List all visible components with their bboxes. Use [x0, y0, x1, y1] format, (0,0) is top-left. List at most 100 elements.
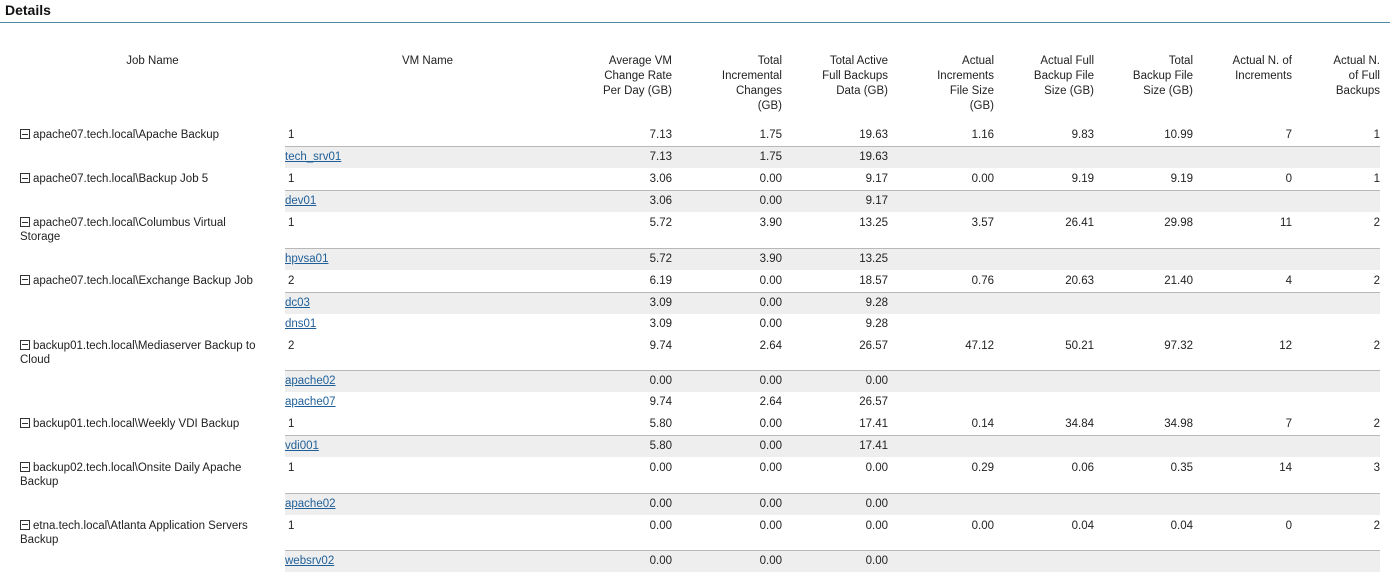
- vm-cell: apache07: [285, 392, 570, 413]
- vm-link[interactable]: apache02: [285, 497, 336, 510]
- job-value: 2: [1292, 212, 1380, 249]
- vm-link[interactable]: dns01: [285, 317, 317, 330]
- job-value: 3: [1292, 457, 1380, 494]
- collapse-icon[interactable]: [20, 339, 30, 350]
- vm-value: 9.28: [865, 317, 888, 330]
- vm-empty: [1193, 392, 1292, 413]
- column-header-text: Total Active Full Backups Data (GB): [822, 55, 888, 97]
- vm-row: vdi001 5.80 0.00 17.41: [0, 435, 1380, 457]
- job-value: 0.00: [888, 168, 994, 191]
- vm-value: 9.28: [782, 292, 888, 314]
- vm-link[interactable]: hpvsa01: [285, 252, 329, 265]
- vm-link[interactable]: dc03: [285, 296, 310, 309]
- vm-empty: [1193, 493, 1292, 515]
- column-header: Actual Full Backup File Size (GB): [994, 46, 1094, 124]
- vm-value: 0.00: [672, 370, 782, 392]
- vm-spacer: [0, 314, 285, 335]
- vm-empty: [1193, 248, 1292, 270]
- vm-value: 2.64: [759, 396, 782, 408]
- job-value: 50.21: [994, 334, 1094, 371]
- collapse-icon[interactable]: [20, 519, 30, 530]
- job-name: apache07.tech.local\Backup Job 5: [33, 173, 209, 185]
- vm-empty: [1193, 435, 1292, 457]
- collapse-icon[interactable]: [20, 462, 30, 472]
- job-value: 12: [1193, 334, 1292, 371]
- collapse-icon[interactable]: [20, 129, 30, 139]
- vm-empty: [1193, 314, 1292, 335]
- vm-value: 3.09: [570, 292, 672, 314]
- vm-empty: [1193, 370, 1292, 392]
- vm-link[interactable]: dev01: [285, 195, 317, 207]
- job-value: 97.32: [1094, 334, 1193, 371]
- job-value: 0.35: [1094, 457, 1193, 494]
- vm-cell: dev01: [285, 190, 570, 212]
- job-value: 2: [1292, 413, 1380, 436]
- vm-link[interactable]: vdi001: [285, 440, 319, 452]
- vm-empty: [994, 146, 1094, 168]
- vm-value: 26.57: [859, 396, 888, 408]
- vm-value: 3.09: [649, 317, 672, 330]
- job-value: 2: [1292, 334, 1380, 371]
- job-row: backup01.tech.local\Weekly VDI Backup 1 5.…: [0, 413, 1380, 436]
- vm-spacer: [0, 248, 285, 270]
- vm-value: 0.00: [570, 550, 672, 572]
- job-value: 26.41: [994, 212, 1094, 249]
- job-cell: backup01.tech.local\Weekly VDI Backup: [0, 413, 285, 436]
- collapse-icon[interactable]: [20, 173, 30, 183]
- vm-value: 9.74: [649, 396, 672, 408]
- job-value: 9.83: [994, 124, 1094, 147]
- header-row: Job Name VM Name Average VM Change Rate Pe…: [0, 46, 1380, 124]
- column-header-text: Job Name: [126, 55, 179, 67]
- column-header: Average VM Change Rate Per Day (GB): [570, 46, 672, 124]
- job-value: 0: [1193, 168, 1292, 191]
- vm-row: dns01 3.09 0.00 9.28: [0, 314, 1380, 335]
- job-value: 2: [1292, 514, 1380, 551]
- vm-empty: [1193, 550, 1292, 572]
- vm-empty: [888, 435, 994, 457]
- vm-empty: [994, 493, 1094, 515]
- section-title: Details: [5, 2, 51, 18]
- job-value: 0.00: [888, 514, 994, 551]
- job-wrap: apache07.tech.local\Columbus Virtual Sto…: [20, 216, 256, 244]
- job-wrap: backup01.tech.local\Mediaserver Backup t…: [20, 339, 256, 367]
- vm-spacer: [0, 371, 285, 393]
- job-value: 1: [1292, 124, 1380, 147]
- job-row: backup02.tech.local\Onsite Daily Apache …: [0, 457, 1380, 494]
- column-header: Actual N. of Full Backups: [1292, 46, 1380, 124]
- vm-spacer: [0, 493, 285, 515]
- vm-cell: dns01: [285, 314, 570, 335]
- collapse-icon[interactable]: [20, 418, 30, 428]
- vm-empty: [1292, 370, 1380, 392]
- job-cell: backup02.tech.local\Onsite Daily Apache …: [0, 457, 285, 493]
- job-value: 20.63: [994, 269, 1094, 293]
- vm-row: tech_srv01 7.13 1.75 19.63: [0, 146, 1380, 168]
- collapse-icon[interactable]: [20, 217, 30, 227]
- vm-value: 19.63: [782, 146, 888, 168]
- vm-empty: [1094, 550, 1193, 572]
- job-value: 14: [1193, 457, 1292, 494]
- job-value: 29.98: [1094, 212, 1193, 249]
- vm-empty: [1292, 435, 1380, 457]
- vm-link[interactable]: websrv02: [285, 555, 335, 567]
- job-value: 1.75: [672, 124, 782, 147]
- vm-row: dev01 3.06 0.00 9.17: [0, 190, 1380, 212]
- job-wrap: backup02.tech.local\Onsite Daily Apache …: [20, 461, 256, 489]
- job-value: 9.17: [782, 168, 888, 191]
- job-value: 0.00: [782, 457, 888, 494]
- job-value: 5.80: [570, 413, 672, 436]
- vm-link[interactable]: tech_srv01: [285, 151, 342, 163]
- job-row: backup01.tech.local\Mediaserver Backup t…: [0, 334, 1380, 371]
- vm-count: 1: [285, 212, 570, 249]
- vm-value: 0.00: [782, 550, 888, 572]
- vm-link[interactable]: apache02: [285, 375, 336, 387]
- job-name: backup01.tech.local\Mediaserver Backup t…: [20, 339, 256, 366]
- job-value: 2.64: [672, 334, 782, 371]
- job-row: apache07.tech.local\Exchange Backup Job 2…: [0, 269, 1380, 293]
- vm-empty: [888, 248, 994, 270]
- job-name: apache07.tech.local\Apache Backup: [33, 129, 220, 141]
- collapse-icon[interactable]: [20, 274, 30, 285]
- job-cell: apache07.tech.local\Apache Backup: [0, 124, 285, 147]
- vm-link[interactable]: apache07: [285, 396, 336, 408]
- vm-value: 5.80: [570, 435, 672, 457]
